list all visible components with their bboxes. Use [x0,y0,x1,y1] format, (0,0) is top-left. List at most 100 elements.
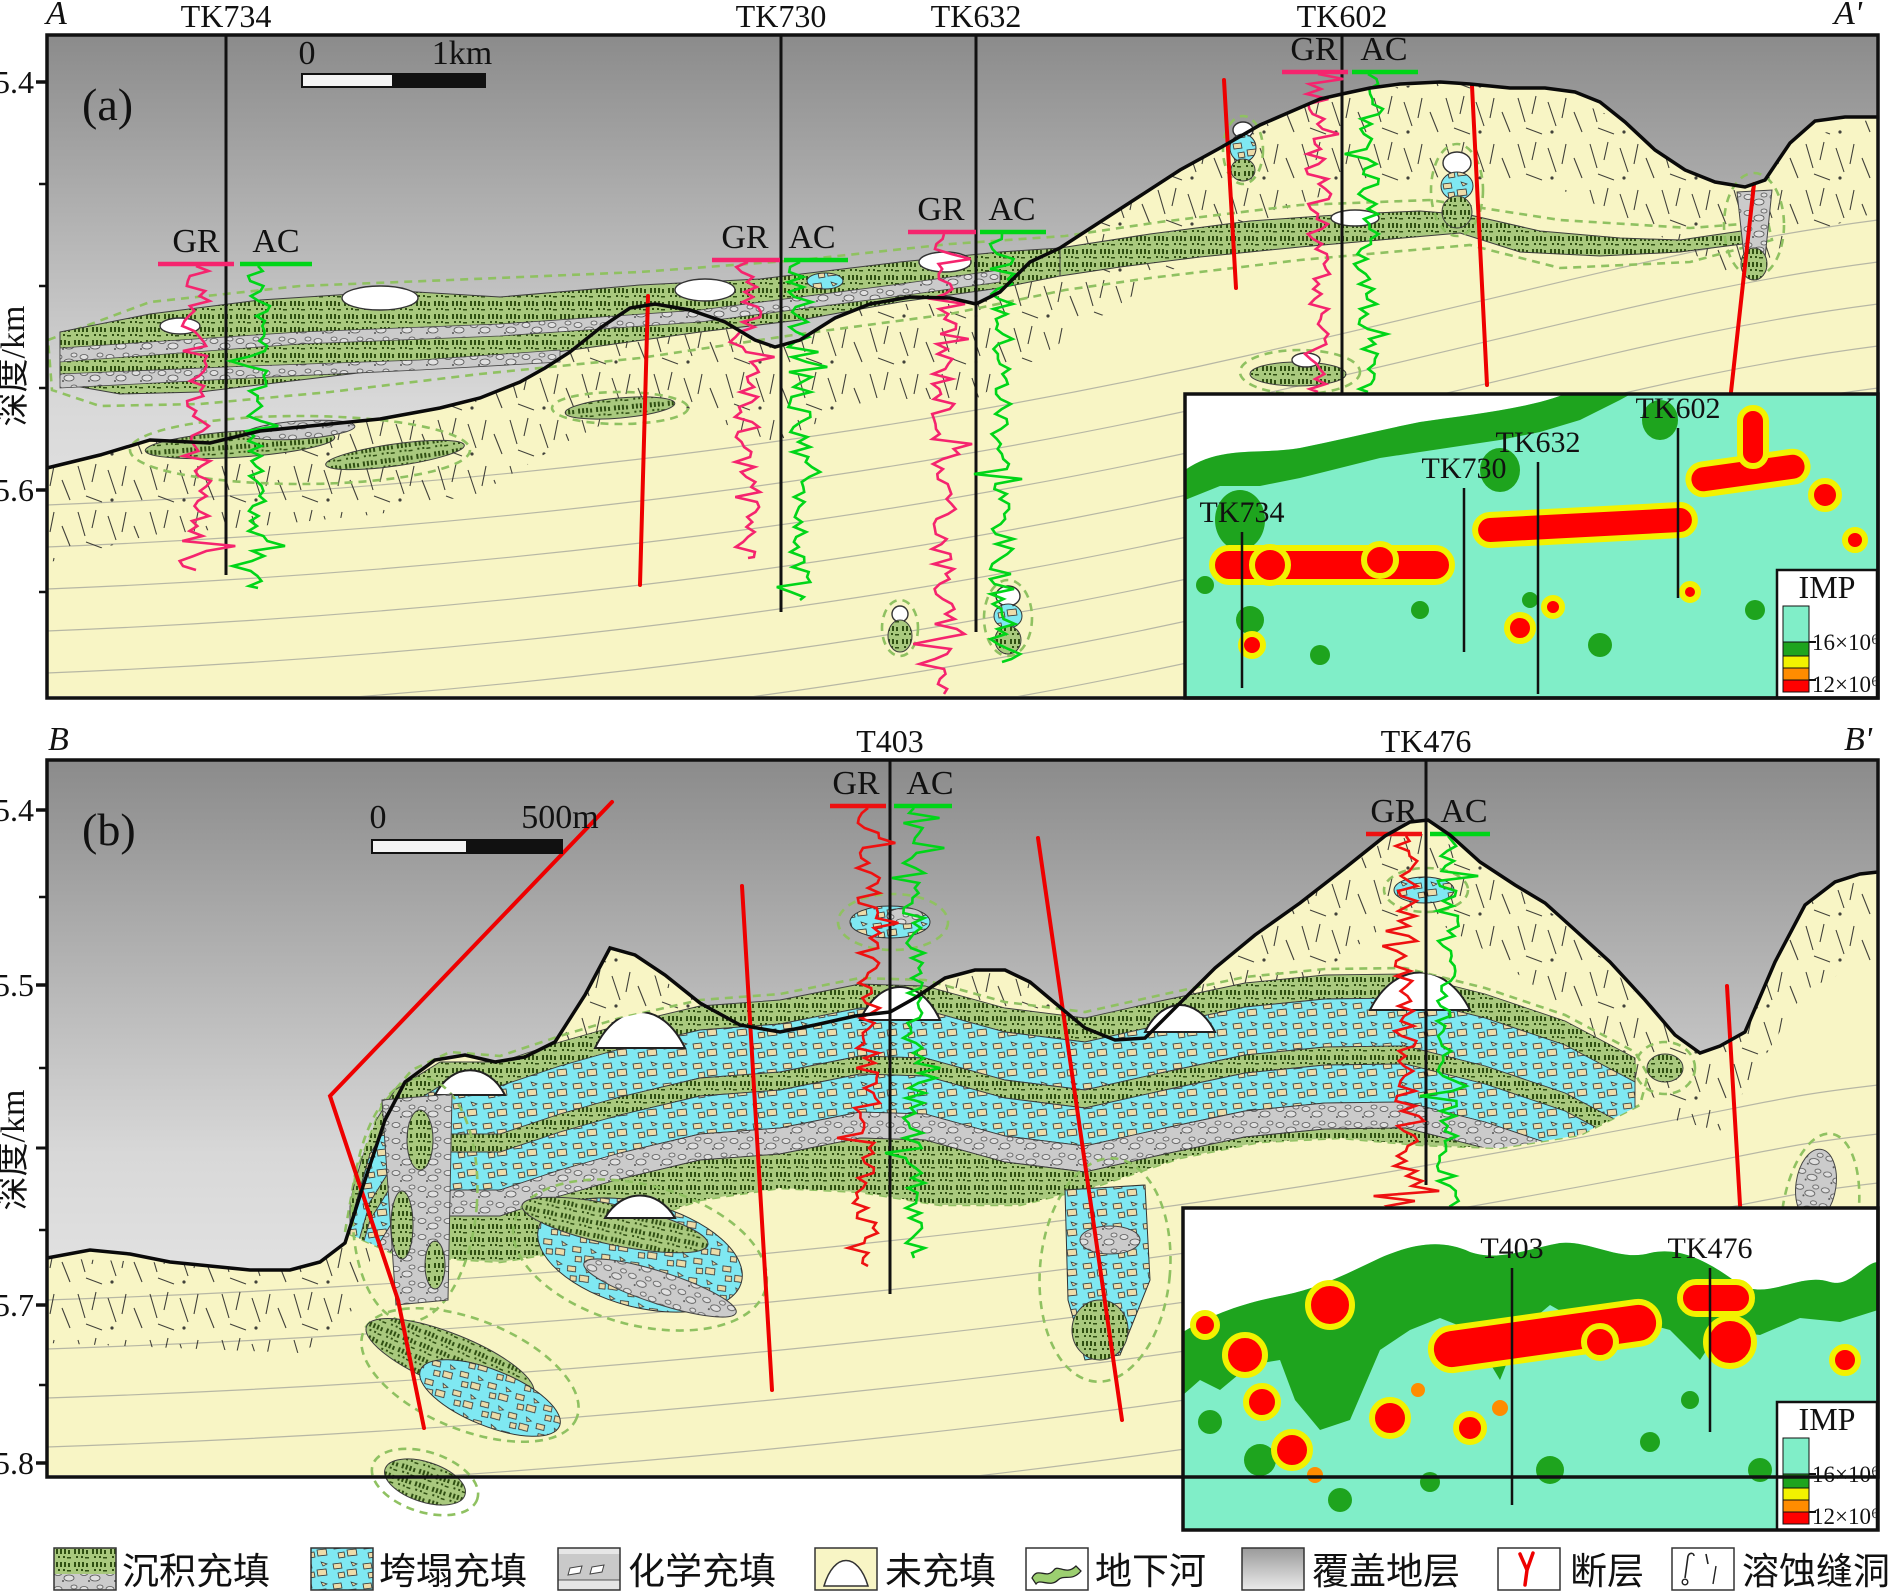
section-end-label: A' [1832,0,1863,32]
chemical-fill-streak-a2 [59,349,561,389]
well-TK730: TK730 GR AC [712,0,848,612]
terrain-surface-b [46,818,1879,1272]
inset-well-label: T403 [1480,1232,1543,1265]
panel-a-border [45,33,1880,700]
ac-log-curve [776,260,828,602]
colorbar-upper-value: 16×10⁶ [1812,630,1879,655]
well-TK734: TK734 GR AC [158,0,312,590]
ac-curve-label: AC [788,219,835,256]
fracture-zone-a [47,82,1878,563]
legend-item-chemical-fill: 化学充填 [557,1547,776,1593]
section-start-label: B [48,721,69,758]
fault-line [740,884,774,1392]
inset-well-label: TK476 [1668,1232,1753,1265]
tick-label: 5.8 [0,1445,34,1481]
gr-log-curve [912,233,973,695]
gr-curve-label: GR [721,219,769,256]
collapse-fill-icon [310,1547,374,1591]
gr-curve-label: GR [917,191,965,228]
dissolution-halo [128,414,472,486]
inset-well-label: TK730 [1422,452,1507,485]
panel-b-border [45,758,1880,1479]
gr-log-curve [1302,72,1344,394]
scale-bar-a: 0 1km [299,35,492,88]
axis-label: 深度/km [0,1090,32,1211]
fault-line [1036,836,1124,1422]
inset-impedance-a: TK734 TK730 TK632 TK602 IMP 16×10⁶ 12×10… [1183,392,1880,700]
gr-log-curve [1373,835,1440,1229]
collapse-fill-pocket [806,272,844,290]
scale-zero: 0 [299,35,316,72]
legend: 沉积充填 垮塌充填 化学充填 未充填 地下河 覆盖地层 [53,1547,1889,1593]
scale-zero: 0 [370,799,387,836]
legend-label: 断层 [1570,1551,1644,1591]
tick-label: 5.6 [0,472,34,508]
well-label: TK602 [1297,0,1388,34]
inset-well-label: TK734 [1200,496,1285,529]
section-start-label: A [44,0,67,32]
legend-item-sediment-fill: 沉积充填 [53,1547,270,1593]
legend-label: 沉积充填 [122,1551,270,1591]
sediment-lens [325,439,465,471]
faults-a [638,78,1756,587]
axis-label: 深度/km [0,306,32,427]
legend-item-dissolution-fracture-vug: 溶蚀缝洞 [1671,1547,1889,1593]
legend-label: 地下河 [1095,1552,1206,1591]
unfilled-cave [341,285,419,311]
colorbar-title: IMP [1799,1401,1856,1437]
imp-colorbar-b: IMP 16×10⁶ 12×10⁶ [1775,1400,1879,1532]
inset-well-label: TK632 [1496,426,1581,459]
fault-line [638,294,650,587]
cave-lobe [511,1178,769,1332]
ac-curve-label: AC [252,223,299,260]
inset-a-wells: TK734 TK730 TK632 TK602 [1200,392,1721,694]
legend-label: 垮塌充填 [379,1551,527,1591]
dissolution-halo [550,390,690,426]
ac-curve-label: AC [1440,793,1487,830]
impedance-orange-spots [1307,1383,1508,1483]
legend-label: 未充填 [885,1551,996,1591]
gr-curve-label: GR [1290,31,1338,68]
dissolution-fracture-vug-icon [1671,1547,1735,1591]
well-label: TK734 [181,0,272,34]
inset-content [1185,394,1878,698]
inset-content [1183,1242,1878,1530]
section-end-label: B' [1844,721,1873,758]
small-cave-blob [1429,142,1485,238]
legend-label: 化学充填 [628,1551,776,1591]
legend-label: 覆盖地层 [1312,1551,1460,1591]
bedding-line [47,345,1878,632]
cover-strata-icon [1241,1547,1305,1591]
well-T403: T403 GR AC [830,723,954,1294]
fault-line [327,800,614,1430]
fault-line [1729,182,1756,394]
inset-impedance-b: T403 TK476 IMP 16×10⁶ 12×10⁶ [1181,1206,1880,1532]
underground-river-icon [1025,1547,1089,1591]
tick-label: 5.4 [0,792,34,828]
ac-log-curve [884,807,945,1259]
ac-log-curve [1419,835,1479,1234]
legend-item-unfilled: 未充填 [814,1547,996,1593]
fault-icon [1497,1547,1561,1591]
gr-curve-label: GR [1370,793,1418,830]
small-cave-blob [1238,348,1362,396]
impedance-green-band [1185,394,1631,500]
panel-a: TK734 GR AC TK730 GR AC TK632 GR AC TK60… [0,0,1880,700]
terrain-surface-a [46,80,1878,470]
bedding-line [47,303,1878,590]
ac-log-curve [973,233,1024,664]
depth-axis-b: 5.4 5.5 5.7 5.8 深度/km [0,792,47,1481]
ac-curve-label: AC [906,765,953,802]
fault-line [1222,78,1238,290]
legend-item-fault: 断层 [1497,1547,1644,1593]
well-label: TK730 [736,0,827,34]
impedance-high-anomalies [1190,1279,1861,1471]
gr-log-curve [836,806,899,1268]
bedding-line [47,261,1878,548]
impedance-high-anomalies [1209,405,1868,659]
colorbar-title: IMP [1799,569,1856,605]
unfilled-icon [814,1547,878,1591]
gr-curve-label: GR [832,765,880,802]
ac-log-curve [1344,72,1392,394]
